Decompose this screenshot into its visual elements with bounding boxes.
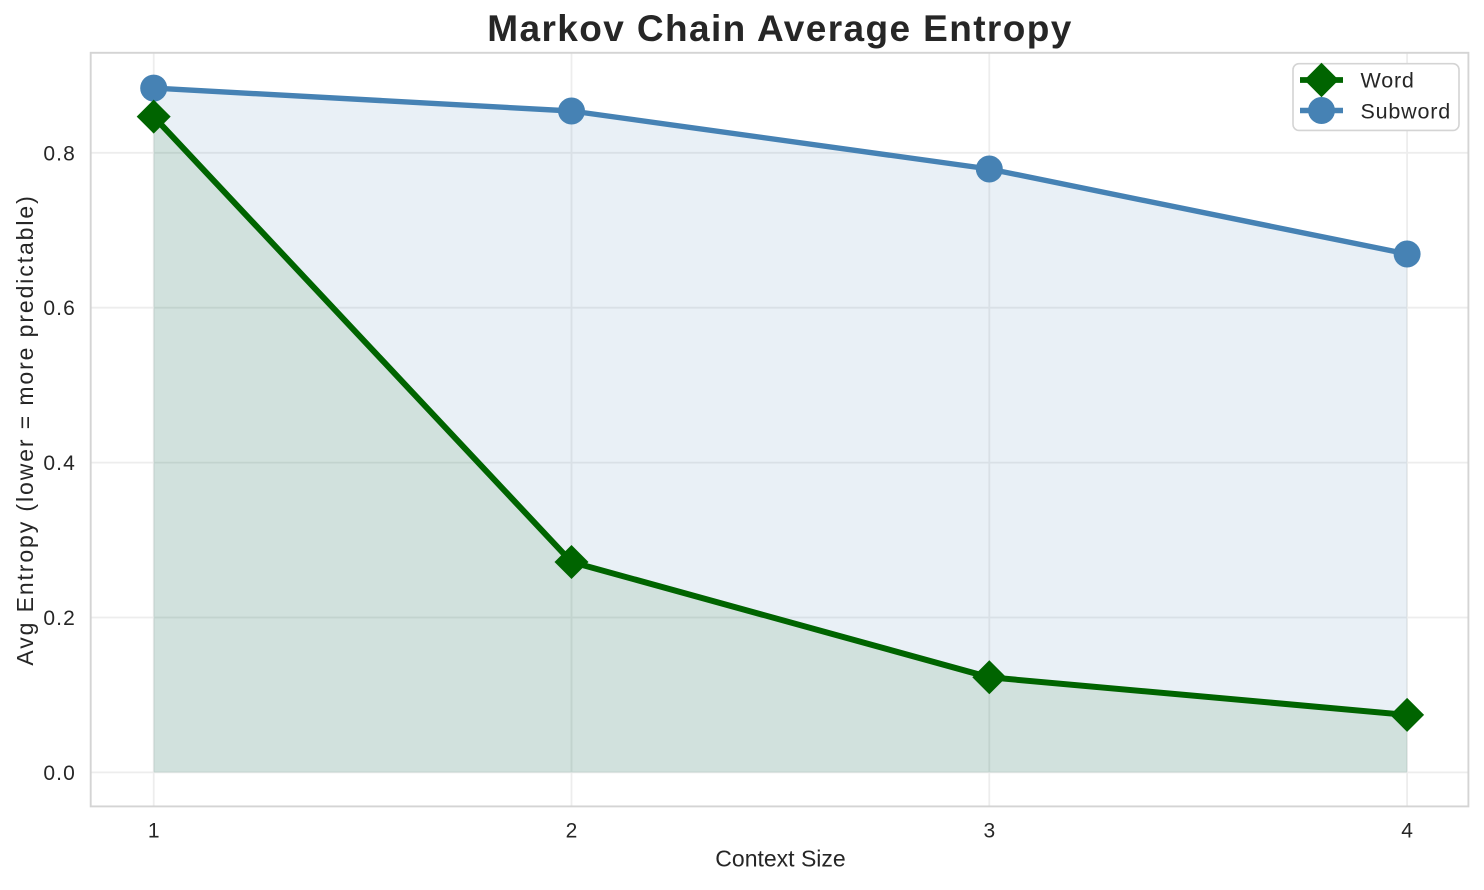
svg-text:Avg Entropy (lower = more pred: Avg Entropy (lower = more predictable) <box>12 194 38 665</box>
svg-text:0.4: 0.4 <box>43 452 76 475</box>
svg-text:0.2: 0.2 <box>43 607 76 630</box>
svg-text:2: 2 <box>566 820 578 843</box>
svg-text:0.8: 0.8 <box>43 142 76 165</box>
svg-text:Context Size: Context Size <box>715 846 845 872</box>
svg-text:Subword: Subword <box>1361 100 1451 124</box>
svg-text:1: 1 <box>148 820 160 843</box>
svg-text:0.6: 0.6 <box>43 297 76 320</box>
svg-text:4: 4 <box>1401 820 1413 843</box>
svg-text:3: 3 <box>983 820 995 843</box>
svg-text:Markov Chain Average Entropy: Markov Chain Average Entropy <box>487 8 1072 49</box>
svg-text:Word: Word <box>1361 69 1415 93</box>
svg-text:0.0: 0.0 <box>43 762 76 785</box>
